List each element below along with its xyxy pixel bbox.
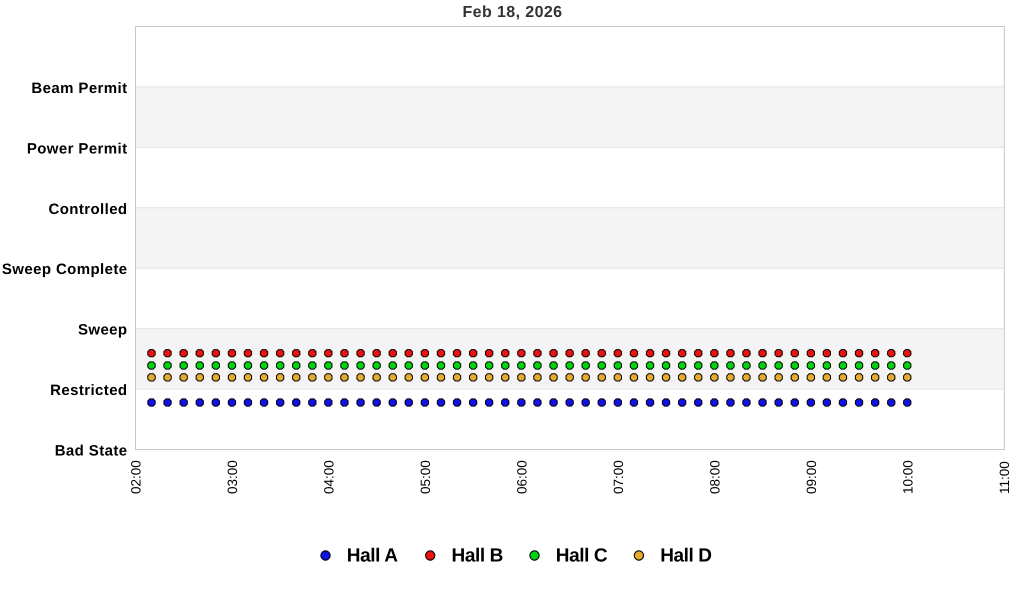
- svg-text:05:00: 05:00: [418, 460, 433, 494]
- svg-text:Sweep Complete: Sweep Complete: [2, 261, 128, 278]
- svg-text:Beam Permit: Beam Permit: [31, 80, 127, 97]
- svg-text:11:00: 11:00: [997, 461, 1012, 494]
- svg-text:03:00: 03:00: [225, 460, 240, 494]
- svg-text:06:00: 06:00: [514, 460, 529, 494]
- svg-text:10:00: 10:00: [901, 460, 916, 494]
- svg-text:Feb 18, 2026: Feb 18, 2026: [463, 4, 563, 21]
- svg-text:Power Permit: Power Permit: [27, 140, 128, 157]
- svg-text:07:00: 07:00: [611, 460, 626, 494]
- svg-text:04:00: 04:00: [321, 460, 336, 494]
- svg-text:08:00: 08:00: [708, 460, 723, 494]
- svg-text:Hall C: Hall C: [556, 545, 608, 566]
- svg-text:Bad State: Bad State: [55, 443, 128, 460]
- svg-text:Restricted: Restricted: [50, 382, 127, 399]
- svg-text:Hall B: Hall B: [452, 545, 503, 566]
- svg-text:Sweep: Sweep: [78, 322, 128, 339]
- svg-text:Hall D: Hall D: [660, 545, 711, 566]
- svg-text:09:00: 09:00: [804, 460, 819, 494]
- svg-text:02:00: 02:00: [128, 460, 143, 494]
- svg-text:Controlled: Controlled: [49, 201, 128, 218]
- svg-text:Hall A: Hall A: [347, 545, 398, 566]
